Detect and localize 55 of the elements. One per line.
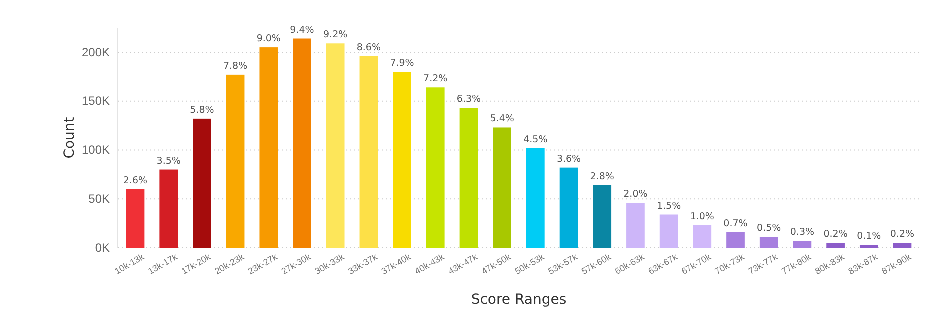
bar <box>526 148 545 248</box>
bar <box>360 56 378 248</box>
annotation: 2.6% <box>123 175 148 186</box>
bar <box>893 243 912 248</box>
bar <box>793 241 812 248</box>
bar <box>326 44 345 248</box>
bar <box>560 168 578 248</box>
annotation: 6.3% <box>456 94 482 106</box>
annotation: 7.9% <box>390 58 414 69</box>
bar <box>426 88 445 248</box>
annotation: 0.2% <box>890 229 915 240</box>
annotation: 0.3% <box>790 227 815 238</box>
annotation: 2.8% <box>590 171 614 182</box>
y-tick-label: 50K <box>88 192 110 206</box>
annotation: 9.4% <box>290 24 314 36</box>
annotation: 9.2% <box>324 30 348 41</box>
annotation: 4.5% <box>524 134 548 146</box>
annotation: 1.0% <box>690 212 714 223</box>
bar <box>193 118 212 248</box>
y-axis-title: Count <box>62 116 78 159</box>
annotation: 3.6% <box>556 154 582 165</box>
bar <box>826 243 845 248</box>
annotation: 0.5% <box>757 223 782 234</box>
annotation: 2.0% <box>624 189 648 200</box>
annotation: 0.7% <box>724 218 748 230</box>
bar <box>493 128 512 248</box>
annotation: 7.8% <box>223 60 248 72</box>
bar <box>693 226 712 248</box>
bar <box>293 38 312 248</box>
annotation: 5.8% <box>190 104 214 116</box>
bar <box>126 189 145 248</box>
annotation: 7.2% <box>424 74 448 85</box>
bar <box>226 74 245 248</box>
bar <box>260 48 278 248</box>
bar <box>760 237 778 248</box>
y-tick-label: 0K <box>95 240 110 255</box>
bar <box>626 203 645 248</box>
bar <box>660 214 678 248</box>
annotation: 8.6% <box>356 42 382 54</box>
y-tick-label: 100K <box>82 143 110 158</box>
annotation: 5.4% <box>490 114 514 125</box>
bar <box>860 245 878 248</box>
annotation: 3.5% <box>156 156 181 167</box>
annotation: 0.1% <box>857 231 882 242</box>
annotation: 1.5% <box>656 200 682 212</box>
x-axis-title: Score Ranges <box>471 292 567 308</box>
y-tick-label: 150K <box>82 94 110 108</box>
bar <box>460 108 478 248</box>
y-tick-label: 200K <box>82 45 110 60</box>
annotation: 9.0% <box>256 34 281 45</box>
bar <box>393 72 412 248</box>
annotation: 0.2% <box>824 229 848 240</box>
bar <box>726 232 745 248</box>
bar <box>593 185 612 248</box>
bar <box>160 170 178 248</box>
